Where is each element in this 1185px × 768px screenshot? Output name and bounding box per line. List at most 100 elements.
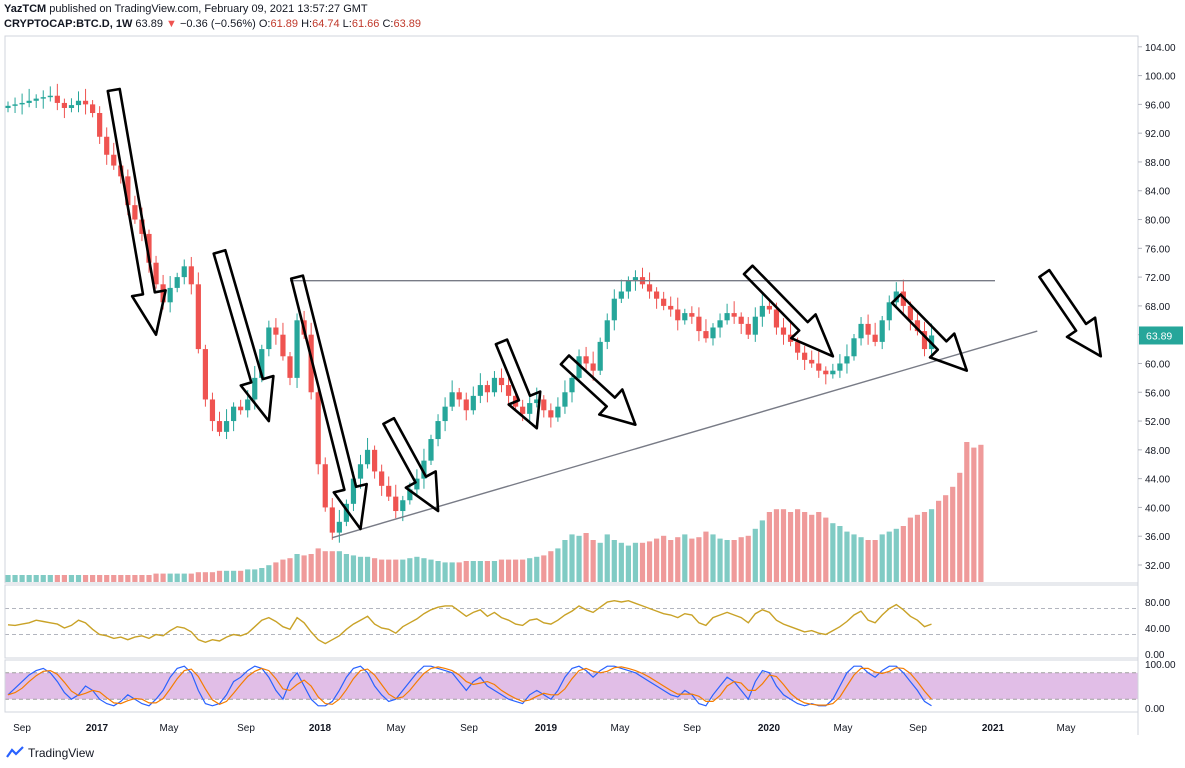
volume-bar [118, 575, 124, 582]
volume-bar [428, 559, 434, 582]
candle-body [759, 305, 765, 317]
price-tick-label: 96.00 [1145, 100, 1170, 111]
footer: TradingView [6, 744, 94, 762]
volume-bar [477, 561, 483, 582]
price-tick-label: 76.00 [1145, 244, 1170, 255]
price-pane[interactable] [5, 83, 984, 582]
volume-bar [231, 570, 237, 582]
volume-bar [421, 558, 427, 582]
volume-bar [534, 556, 540, 582]
candle-body [484, 385, 490, 393]
candle-body [752, 316, 758, 335]
volume-bar [527, 558, 533, 582]
volume-bar [816, 512, 822, 582]
volume-bar [590, 540, 596, 582]
candle-body [238, 406, 244, 411]
volume-bar [576, 535, 582, 582]
candle-body [505, 385, 512, 396]
candle-body [393, 496, 399, 512]
volume-bar [830, 523, 836, 582]
time-tick-label: Sep [13, 723, 31, 734]
drawings [106, 87, 1103, 539]
candle-body [689, 313, 695, 317]
symbol-name[interactable]: CRYPTOCAP:BTC.D, 1W [4, 18, 133, 30]
candle-body [541, 399, 547, 411]
candle-body [449, 392, 455, 407]
volume-bar [26, 575, 32, 582]
candle-body [816, 363, 822, 371]
author-name[interactable]: YazTCM [4, 3, 47, 15]
price-tick-label: 68.00 [1145, 302, 1170, 313]
volume-bar [787, 512, 794, 582]
volume-bar [181, 573, 187, 582]
volume-bar [463, 561, 469, 582]
candle-body [618, 291, 624, 299]
volume-bar [350, 555, 357, 582]
candle-body [879, 320, 885, 342]
volume-bar [68, 575, 75, 582]
price-tick-label: 56.00 [1145, 388, 1170, 399]
rsi-tick-label: 40.00 [1145, 624, 1170, 635]
volume-bar [886, 531, 892, 582]
candle-body [61, 102, 67, 108]
candle-body [766, 305, 772, 310]
candle-body [858, 323, 864, 339]
candle-body [731, 313, 737, 317]
candle-body [153, 262, 159, 285]
drawn-arrow [106, 87, 167, 337]
time-tick-label: May [160, 723, 179, 734]
brand-name[interactable]: TradingView [28, 746, 95, 760]
candle-body [132, 205, 138, 220]
volume-bar [266, 565, 272, 582]
volume-bar [414, 556, 420, 582]
candle-body [216, 421, 223, 432]
last-price: 63.89 [135, 18, 163, 30]
volume-bar [379, 559, 385, 582]
volume-bar [639, 542, 646, 582]
volume-bar [675, 537, 681, 582]
time-tick-label: 2018 [309, 723, 332, 734]
candle-body [19, 102, 25, 105]
candle-body [343, 503, 349, 522]
volume-bar [971, 447, 977, 582]
open-value: 61.89 [270, 18, 299, 30]
candle-body [851, 338, 857, 357]
volume-bar [661, 535, 667, 582]
volume-bar [555, 548, 561, 582]
candle-body [280, 334, 286, 357]
candle-body [82, 100, 89, 105]
volume-bar [19, 575, 25, 582]
volume-bar [167, 573, 173, 582]
close-label: C: [382, 18, 394, 30]
time-tick-label: May [1057, 723, 1076, 734]
volume-bar [33, 575, 39, 582]
candle-body [68, 105, 75, 108]
volume-bar [710, 534, 716, 582]
volume-bar [654, 538, 660, 582]
volume-bar [245, 569, 251, 582]
volume-bar [280, 559, 286, 582]
volume-bar [449, 562, 455, 582]
candle-body [604, 320, 610, 342]
volume-bar [484, 561, 490, 582]
candle-body [195, 284, 201, 350]
price-tick-label: 32.00 [1145, 561, 1170, 572]
candle-body [569, 377, 575, 393]
publish-line: YazTCM published on TradingView.com, Feb… [4, 2, 1174, 16]
volume-bar [75, 575, 82, 582]
chart-canvas[interactable]: 104.00 100.00 96.00 92.00 88.00 84.00 80.00 76.… [0, 0, 1185, 740]
candle-body [886, 302, 892, 321]
tradingview-logo-icon[interactable] [6, 746, 24, 760]
volume-bar [491, 561, 498, 582]
candle-body [40, 97, 46, 99]
candle-body [202, 349, 208, 400]
volume-bar [40, 575, 46, 582]
candle-body [315, 392, 321, 465]
rsi-tick-label: 0.00 [1145, 650, 1165, 661]
candle-body [75, 100, 82, 106]
price-tick-label: 44.00 [1145, 475, 1170, 486]
candle-body [646, 284, 653, 292]
rsi-pane[interactable] [5, 599, 1138, 645]
candle-body [809, 359, 815, 364]
stoch-rsi-pane[interactable] [5, 665, 1138, 707]
